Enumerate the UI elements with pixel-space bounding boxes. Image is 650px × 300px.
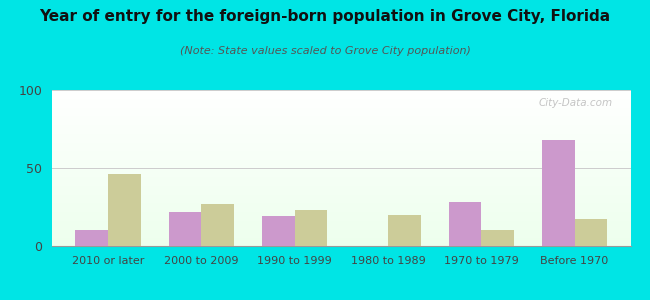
Text: (Note: State values scaled to Grove City population): (Note: State values scaled to Grove City… [179,46,471,56]
Bar [262,216,294,246]
Text: City-Data.com: City-Data.com [539,98,613,108]
Bar [294,210,327,246]
Text: Year of entry for the foreign-born population in Grove City, Florida: Year of entry for the foreign-born popul… [40,9,610,24]
Bar [575,220,607,246]
Bar [75,230,108,246]
Bar [481,230,514,246]
Bar [108,174,140,246]
Bar [202,204,234,246]
Legend: Grove City, Florida: Grove City, Florida [250,296,432,300]
Bar [388,215,421,246]
Bar [448,202,481,246]
Bar [168,212,202,246]
Bar [542,140,575,246]
